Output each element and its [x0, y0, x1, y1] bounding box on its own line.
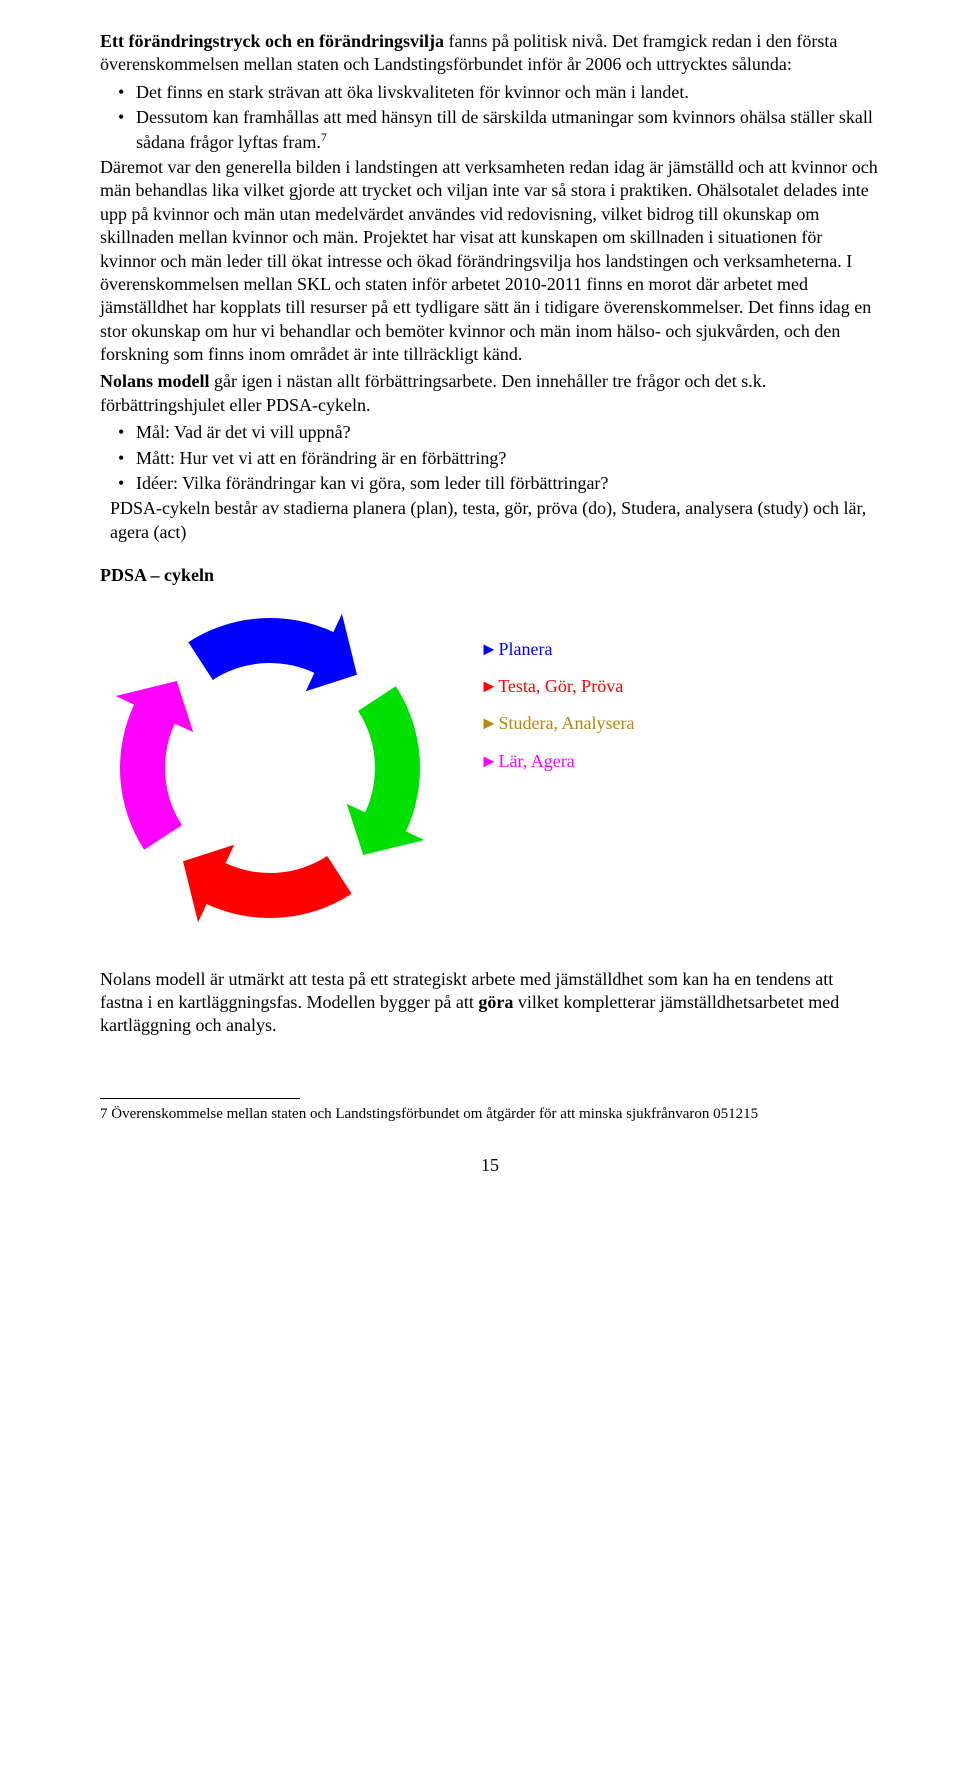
cycle-arrow-segment: [347, 686, 424, 855]
intro-paragraph: Ett förändringstryck och en förändringsv…: [100, 30, 880, 77]
bullet-text: Mått: Hur vet vi att en förändring är en…: [136, 448, 506, 468]
bullet-list-2: Mål: Vad är det vi vill uppnå? Mått: Hur…: [100, 421, 880, 495]
bullet-text: Idéer: Vilka förändringar kan vi göra, s…: [136, 473, 608, 493]
nolans-paragraph: Nolans modell går igen i nästan allt för…: [100, 370, 880, 417]
triangle-icon: ►: [480, 712, 494, 735]
triangle-icon: ►: [480, 638, 494, 661]
closing-bold: göra: [478, 992, 513, 1012]
legend-label: Studera, Analysera: [499, 713, 635, 733]
triangle-icon: ►: [480, 750, 494, 773]
legend-item-lar: ► Lär, Agera: [480, 750, 634, 773]
legend-label: Planera: [499, 639, 553, 659]
list-item: Mål: Vad är det vi vill uppnå?: [118, 421, 880, 444]
footnote-text: 7 Överenskommelse mellan staten och Land…: [100, 1105, 880, 1124]
list-item: Idéer: Vilka förändringar kan vi göra, s…: [118, 472, 880, 495]
list-item: Det finns en stark strävan att öka livsk…: [118, 81, 880, 104]
page-number: 15: [100, 1154, 880, 1177]
pdsa-diagram-row: ► Planera ► Testa, Gör, Pröva ► Studera,…: [100, 598, 880, 938]
legend: ► Planera ► Testa, Gör, Pröva ► Studera,…: [480, 598, 634, 788]
pdsa-explanation: PDSA-cykeln består av stadierna planera …: [100, 497, 880, 544]
closing-paragraph: Nolans modell är utmärkt att testa på et…: [100, 968, 880, 1038]
list-item: Dessutom kan framhållas att med hänsyn t…: [118, 106, 880, 154]
triangle-icon: ►: [480, 675, 494, 698]
nolans-bold: Nolans modell: [100, 371, 210, 391]
bullet-text: Dessutom kan framhållas att med hänsyn t…: [136, 107, 873, 151]
pdsa-cycle-diagram: [100, 598, 440, 938]
cycle-arrow-segment: [188, 613, 357, 690]
legend-label: Lär, Agera: [499, 751, 575, 771]
bullet-list-1: Det finns en stark strävan att öka livsk…: [100, 81, 880, 154]
footnote-rule: [100, 1098, 300, 1099]
legend-item-planera: ► Planera: [480, 638, 634, 661]
section-title: PDSA – cykeln: [100, 564, 880, 587]
cycle-arrow-segment: [183, 844, 352, 921]
cycle-arrow-segment: [116, 681, 193, 850]
footnote-ref: 7: [321, 130, 327, 144]
legend-item-testa: ► Testa, Gör, Pröva: [480, 675, 634, 698]
legend-item-studera: ► Studera, Analysera: [480, 712, 634, 735]
legend-label: Testa, Gör, Pröva: [498, 676, 623, 696]
bullet-text: Det finns en stark strävan att öka livsk…: [136, 82, 689, 102]
bullet-text: Mål: Vad är det vi vill uppnå?: [136, 422, 351, 442]
body-paragraph-1: Däremot var den generella bilden i lands…: [100, 156, 880, 367]
intro-bold: Ett förändringstryck och en förändringsv…: [100, 31, 444, 51]
list-item: Mått: Hur vet vi att en förändring är en…: [118, 447, 880, 470]
